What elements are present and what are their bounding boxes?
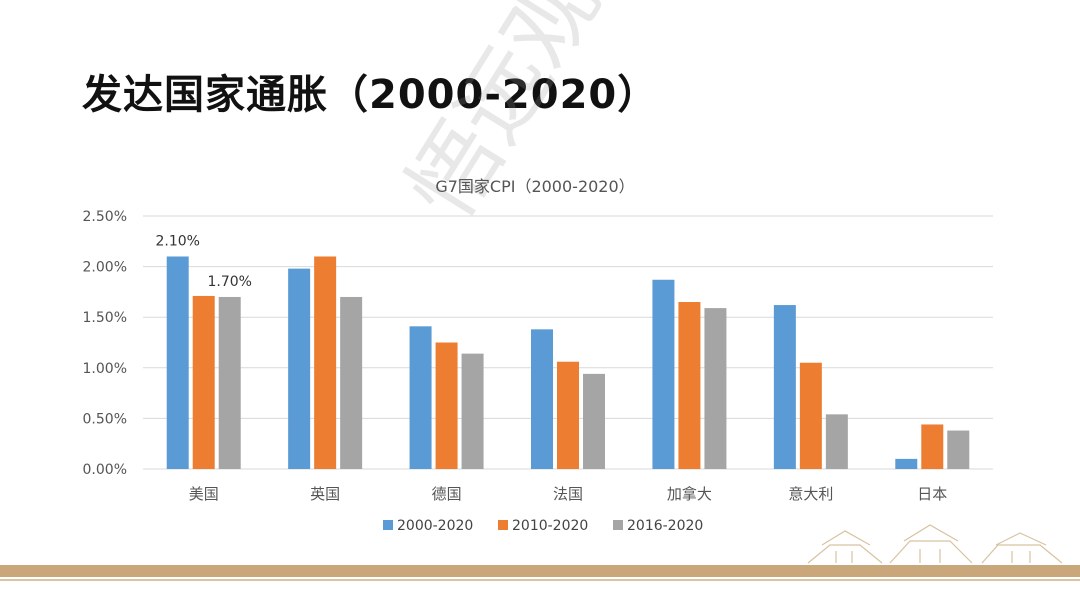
x-category-label: 意大利: [788, 485, 833, 503]
bar-2016-2020-法国: [583, 373, 605, 469]
slide-title: 发达国家通胀（2000-2020）: [82, 72, 659, 118]
bar-2000-2020-加拿大: [652, 279, 675, 469]
bar-2010-2020-加拿大: [678, 302, 701, 469]
bar-2000-2020-意大利: [773, 305, 796, 469]
x-category-label: 法国: [553, 485, 583, 503]
bar-2010-2020-日本: [921, 424, 944, 469]
bar-2000-2020-德国: [409, 326, 432, 469]
y-tick-label: 1.50%: [83, 310, 127, 326]
building-illustration: [807, 524, 1063, 564]
y-tick-label: 0.50%: [83, 411, 127, 427]
bar-2000-2020-英国: [288, 268, 311, 469]
bar-2010-2020-德国: [435, 342, 458, 469]
bars: [166, 256, 970, 469]
footer-band: [0, 565, 1080, 577]
legend-swatch: [613, 520, 623, 530]
y-tick-label: 2.00%: [83, 260, 127, 276]
bar-2010-2020-意大利: [799, 362, 822, 469]
footer-line: [0, 579, 1080, 581]
y-axis-ticks: 0.00% 0.50% 1.00% 1.50% 2.00% 2.50%: [83, 209, 127, 478]
bar-2016-2020-日本: [947, 430, 970, 469]
legend-swatch: [383, 520, 393, 530]
data-label: 1.70%: [207, 274, 251, 290]
x-category-label: 英国: [310, 485, 340, 503]
data-label: 2.10%: [155, 233, 199, 249]
bar-2010-2020-美国: [192, 295, 215, 469]
y-tick-label: 1.00%: [83, 361, 127, 377]
bar-2010-2020-法国: [557, 361, 579, 469]
bar-2000-2020-美国: [166, 256, 189, 469]
x-axis-categories: 美国 英国 德国 法国 加拿大 意大利 日本: [189, 485, 948, 503]
x-category-label: 德国: [432, 485, 462, 503]
bar-2016-2020-英国: [340, 296, 363, 469]
legend-label: 2000-2020: [397, 518, 473, 534]
bar-2000-2020-法国: [531, 329, 553, 469]
x-category-label: 加拿大: [667, 485, 712, 503]
data-labels: 2.10% 1.70%: [155, 233, 251, 289]
legend-swatch: [498, 520, 508, 530]
x-category-label: 日本: [917, 485, 947, 503]
y-tick-label: 0.00%: [83, 462, 127, 478]
legend-label: 2016-2020: [627, 518, 703, 534]
chart-legend: 2000-2020 2010-2020 2016-2020: [383, 518, 703, 534]
legend-label: 2010-2020: [512, 518, 588, 534]
bar-2016-2020-美国: [218, 296, 241, 469]
x-category-label: 美国: [189, 485, 219, 503]
bar-2016-2020-意大利: [825, 414, 848, 469]
bar-2010-2020-英国: [314, 256, 337, 469]
bar-2016-2020-加拿大: [704, 308, 727, 469]
bar-2016-2020-德国: [461, 353, 484, 469]
chart-title: G7国家CPI（2000-2020）: [435, 177, 634, 196]
bar-chart: G7国家CPI（2000-2020） 0.00% 0.50% 1.00% 1.50% 2…: [83, 177, 993, 534]
bar-2000-2020-日本: [895, 458, 918, 469]
y-tick-label: 2.50%: [83, 209, 127, 225]
